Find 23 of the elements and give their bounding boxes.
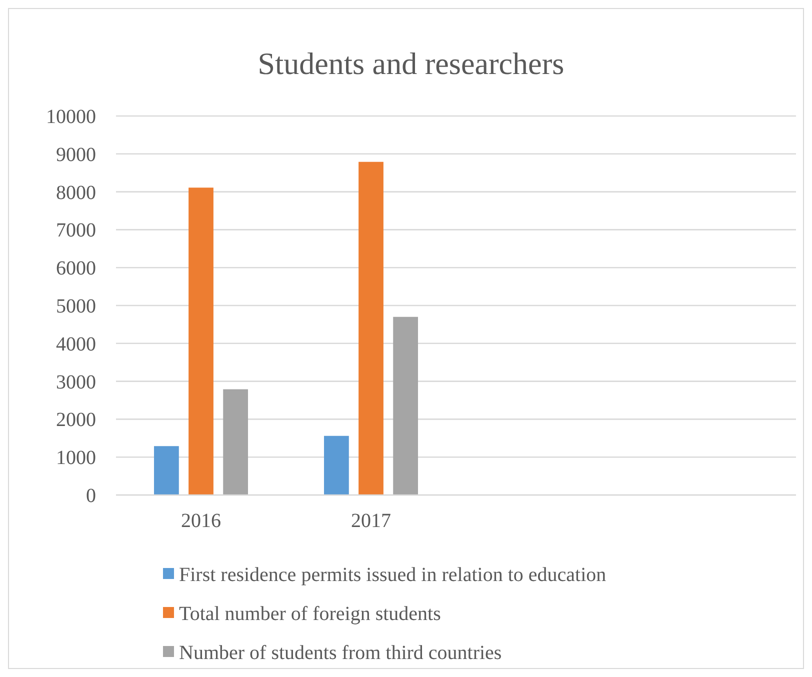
y-tick-label: 10000 bbox=[46, 106, 96, 128]
legend-label: Total number of foreign students bbox=[179, 603, 442, 625]
y-tick-label: 1000 bbox=[56, 447, 96, 470]
y-tick-label: 3000 bbox=[56, 371, 96, 394]
y-tick-label: 2000 bbox=[56, 409, 96, 432]
y-tick-label: 7000 bbox=[56, 220, 96, 242]
chart-title: Students and researchers bbox=[258, 46, 564, 81]
y-tick-label: 4000 bbox=[56, 333, 96, 356]
bar bbox=[324, 436, 349, 495]
x-tick-label: 2016 bbox=[181, 510, 221, 532]
bar bbox=[154, 446, 179, 495]
x-tick-label: 2017 bbox=[351, 510, 391, 532]
bar bbox=[393, 316, 418, 495]
bar bbox=[223, 389, 248, 495]
y-tick-label: 8000 bbox=[56, 182, 96, 204]
y-tick-label: 9000 bbox=[56, 144, 96, 166]
y-tick-label: 6000 bbox=[56, 258, 96, 280]
legend-label: First residence permits issued in relation to education bbox=[179, 564, 606, 586]
legend-label: Number of students from third countries bbox=[179, 642, 502, 664]
y-tick-label: 5000 bbox=[56, 296, 96, 318]
y-tick-label: 0 bbox=[86, 485, 96, 507]
bar bbox=[188, 188, 214, 495]
bar bbox=[358, 162, 384, 495]
